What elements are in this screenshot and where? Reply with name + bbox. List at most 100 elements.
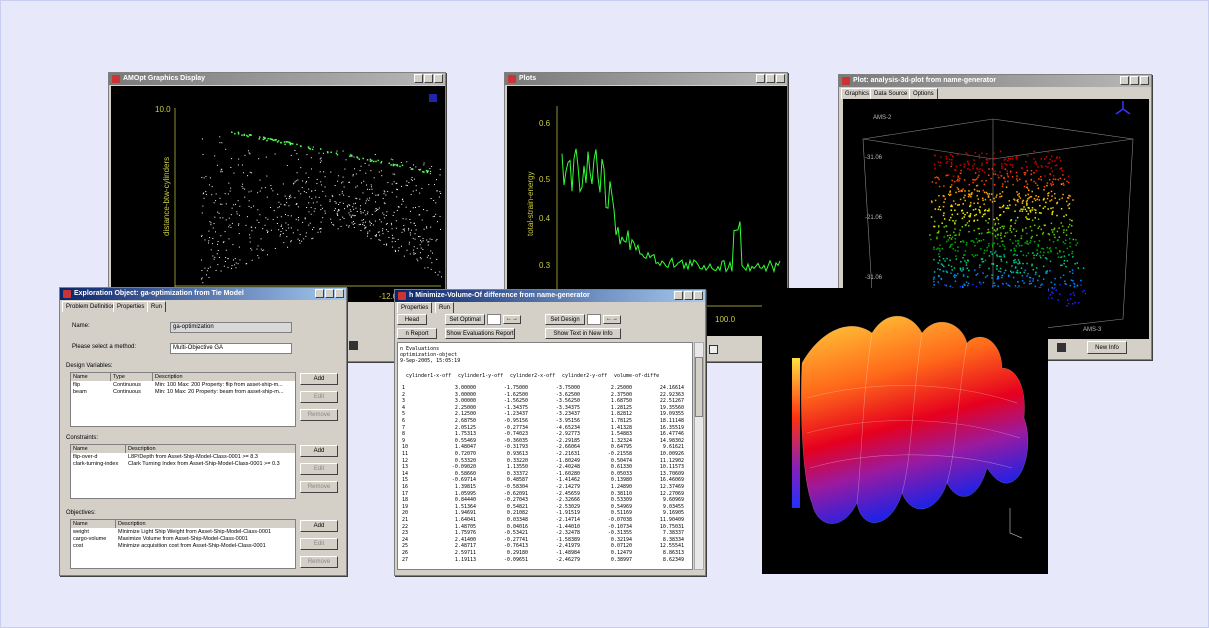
- point: [387, 230, 389, 232]
- column-header: cylinder1-x-off: [406, 373, 452, 379]
- tab[interactable]: Problem Definition: [62, 301, 120, 312]
- tab[interactable]: Options: [909, 88, 938, 99]
- arrows[interactable]: ←→: [603, 315, 621, 324]
- point: [1069, 293, 1072, 296]
- point: [375, 234, 377, 236]
- point: [201, 259, 203, 261]
- point: [1005, 261, 1008, 263]
- cell: 9.60969: [662, 497, 684, 504]
- point: [236, 213, 238, 215]
- point: [942, 195, 944, 197]
- point: [318, 196, 320, 198]
- cell: 1.64041: [454, 517, 476, 523]
- point: [943, 265, 945, 268]
- point: [305, 172, 307, 174]
- point: [967, 276, 969, 278]
- point: [1000, 175, 1003, 177]
- point: [1005, 163, 1008, 166]
- button[interactable]: Add: [300, 445, 338, 457]
- point: [978, 209, 980, 211]
- point: [933, 258, 935, 261]
- point: [979, 281, 981, 284]
- point: [280, 225, 282, 227]
- point: [1034, 182, 1037, 184]
- point: [1019, 210, 1021, 212]
- tab[interactable]: Run: [435, 302, 455, 313]
- tab[interactable]: Graphics: [841, 88, 874, 99]
- button[interactable]: Set Optimal: [445, 314, 485, 325]
- point: [302, 180, 304, 182]
- point: [1071, 219, 1073, 222]
- point: [962, 257, 964, 259]
- button[interactable]: n Report: [397, 328, 437, 339]
- new-info-button[interactable]: New Info: [1087, 341, 1127, 354]
- point: [313, 210, 315, 212]
- point: [945, 225, 948, 228]
- point: [352, 206, 354, 208]
- point: [287, 246, 289, 248]
- point: [384, 191, 386, 193]
- tab[interactable]: Properties: [397, 302, 433, 313]
- cell: 1.75976: [454, 530, 476, 537]
- input[interactable]: [587, 314, 601, 325]
- point: [1040, 178, 1043, 181]
- button[interactable]: Remove: [300, 481, 338, 493]
- point: [946, 240, 948, 243]
- point: [401, 164, 404, 167]
- point: [280, 216, 282, 218]
- cell: 0.93613: [506, 451, 528, 457]
- point: [311, 238, 313, 240]
- point: [396, 164, 398, 166]
- point: [257, 255, 259, 257]
- point: [962, 203, 964, 205]
- point: [237, 224, 239, 226]
- button[interactable]: Add: [300, 373, 338, 385]
- tab[interactable]: Properties: [113, 301, 149, 312]
- point: [942, 214, 945, 217]
- button[interactable]: Add: [300, 520, 338, 532]
- point: [951, 213, 953, 216]
- point: [1006, 205, 1009, 207]
- button[interactable]: Edit: [300, 391, 338, 403]
- button[interactable]: Remove: [300, 409, 338, 421]
- point: [313, 227, 315, 229]
- point: [324, 212, 326, 214]
- point: [1004, 269, 1007, 272]
- point: [286, 198, 288, 200]
- input[interactable]: [487, 314, 501, 325]
- button[interactable]: Set Design: [545, 314, 585, 325]
- cell: flip: [73, 382, 81, 388]
- button[interactable]: Head: [397, 314, 427, 325]
- tab[interactable]: Data Source: [870, 88, 912, 99]
- point: [1013, 199, 1016, 201]
- point: [308, 202, 310, 204]
- button[interactable]: Show Evaluations Report: [445, 328, 515, 339]
- method-dropdown[interactable]: Multi-Objective GA: [170, 343, 292, 354]
- arrows[interactable]: ←→: [503, 315, 521, 324]
- button[interactable]: Show Text in New Info: [545, 328, 621, 339]
- point: [1047, 194, 1049, 197]
- button[interactable]: Edit: [300, 463, 338, 475]
- point: [948, 174, 950, 176]
- point: [968, 183, 970, 186]
- cell: 2.37500: [610, 391, 632, 398]
- point: [1049, 294, 1052, 296]
- point: [1049, 200, 1051, 202]
- tab[interactable]: Run: [147, 301, 167, 312]
- point: [396, 209, 398, 211]
- point: [1012, 276, 1015, 279]
- point: [1036, 249, 1038, 251]
- point: [963, 166, 965, 168]
- point: [345, 159, 347, 161]
- button[interactable]: Edit: [300, 538, 338, 550]
- point: [392, 173, 394, 175]
- point: [961, 226, 964, 228]
- title-bar: Plots: [505, 73, 787, 85]
- point: [1081, 290, 1084, 293]
- point: [1002, 183, 1004, 185]
- name-field[interactable]: ga-optimization: [170, 322, 292, 333]
- point: [202, 205, 204, 207]
- scrollbar[interactable]: [694, 342, 704, 570]
- button[interactable]: Remove: [300, 556, 338, 568]
- point: [1062, 251, 1065, 253]
